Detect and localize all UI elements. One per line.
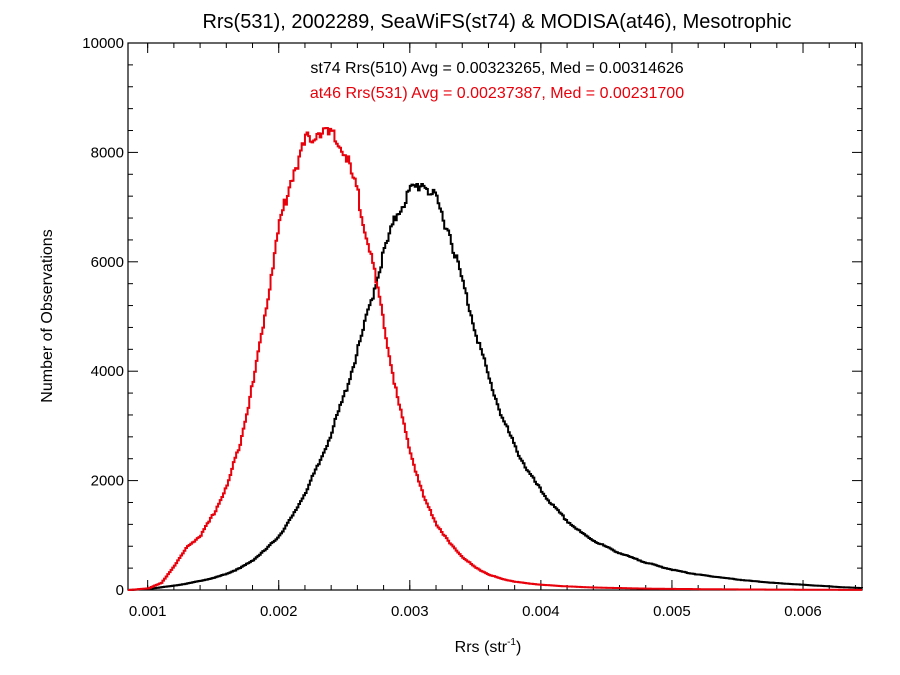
x-tick-label: 0.005	[653, 603, 691, 620]
x-tick-label: 0.006	[784, 603, 822, 620]
annotation-2: at46 Rrs(531) Avg = 0.00237387, Med = 0.…	[310, 85, 684, 102]
y-tick-label: 8000	[91, 144, 124, 161]
annotation-layer: st74 Rrs(510) Avg = 0.00323265, Med = 0.…	[310, 60, 684, 102]
series-layer	[128, 127, 863, 591]
y-tick-label: 2000	[91, 473, 124, 490]
x-tick-label: 0.003	[391, 603, 429, 620]
axis-ticks: 0.001 0.002 0.003 0.004 0.005 0.006 0 2000 4000 6…	[82, 35, 862, 620]
histogram-series-2	[128, 127, 862, 591]
x-tick-label: 0.004	[522, 603, 560, 620]
plot-frame	[127, 42, 863, 591]
x-axis-label-main: Rrs (str	[455, 639, 508, 656]
x-axis-label-superscript: -1	[507, 637, 516, 648]
y-tick-label: 0	[116, 582, 124, 599]
chart-title: Rrs(531), 2002289, SeaWiFS(st74) & MODIS…	[202, 11, 791, 33]
x-axis-label-tail: )	[516, 639, 521, 656]
y-tick-label: 4000	[91, 363, 124, 380]
x-tick-label: 0.001	[129, 603, 167, 620]
annotation-1: st74 Rrs(510) Avg = 0.00323265, Med = 0.…	[310, 60, 683, 77]
x-tick-label: 0.002	[260, 603, 298, 620]
y-tick-label: 6000	[91, 254, 124, 271]
y-tick-label: 10000	[82, 35, 124, 52]
histogram-series-1	[128, 182, 863, 591]
x-axis-label: Rrs (str-1)	[455, 637, 522, 656]
y-axis-label: Number of Observations	[39, 229, 56, 402]
